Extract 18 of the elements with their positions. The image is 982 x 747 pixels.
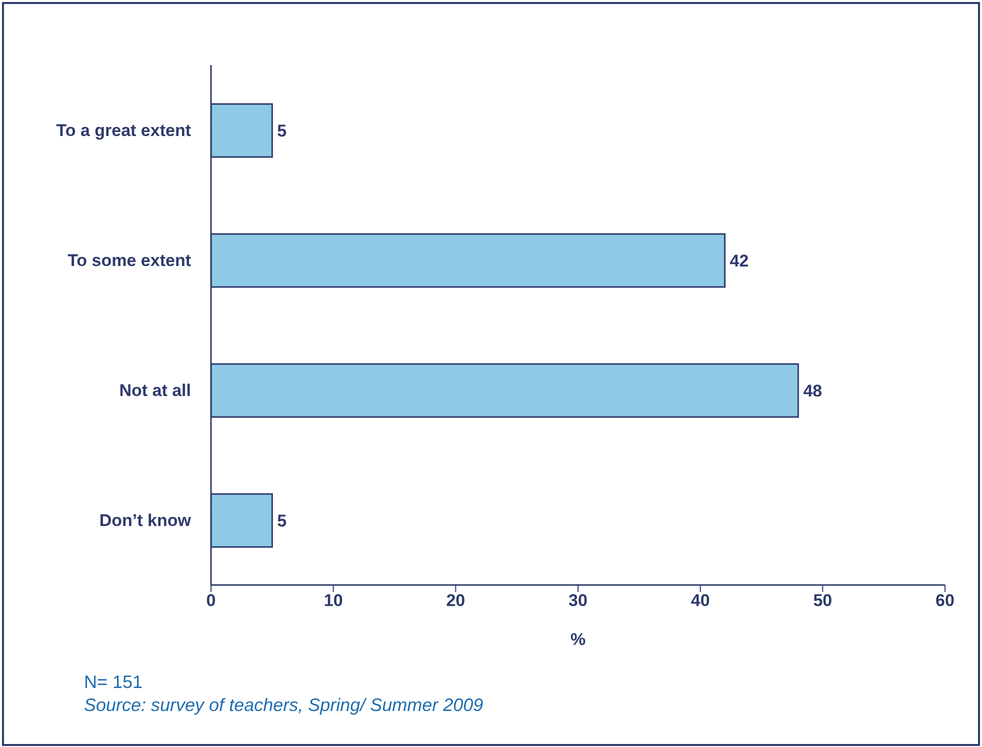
source-note: Source: survey of teachers, Spring/ Summer 2009 [84, 695, 484, 716]
x-axis-title: % [570, 630, 586, 649]
y-tick-label: To a great extent [56, 121, 192, 140]
x-tick-label: 30 [568, 591, 588, 610]
text: N= 151 [84, 672, 143, 693]
x-tick-label: 20 [446, 591, 466, 610]
x-tick-label: 0 [206, 591, 216, 610]
y-tick-label: Don’t know [99, 511, 192, 530]
x-tick-label: 50 [813, 591, 832, 610]
data-label: 48 [803, 382, 822, 401]
y-tick-label: Not at all [119, 381, 191, 400]
x-tick-label: 60 [936, 591, 954, 610]
x-tick-label: 40 [690, 591, 710, 610]
x-tick-label: 10 [324, 591, 343, 610]
y-tick-label: To some extent [68, 251, 192, 270]
data-label: 5 [277, 512, 287, 531]
data-label: 5 [277, 122, 287, 141]
data-label: 42 [730, 252, 749, 271]
